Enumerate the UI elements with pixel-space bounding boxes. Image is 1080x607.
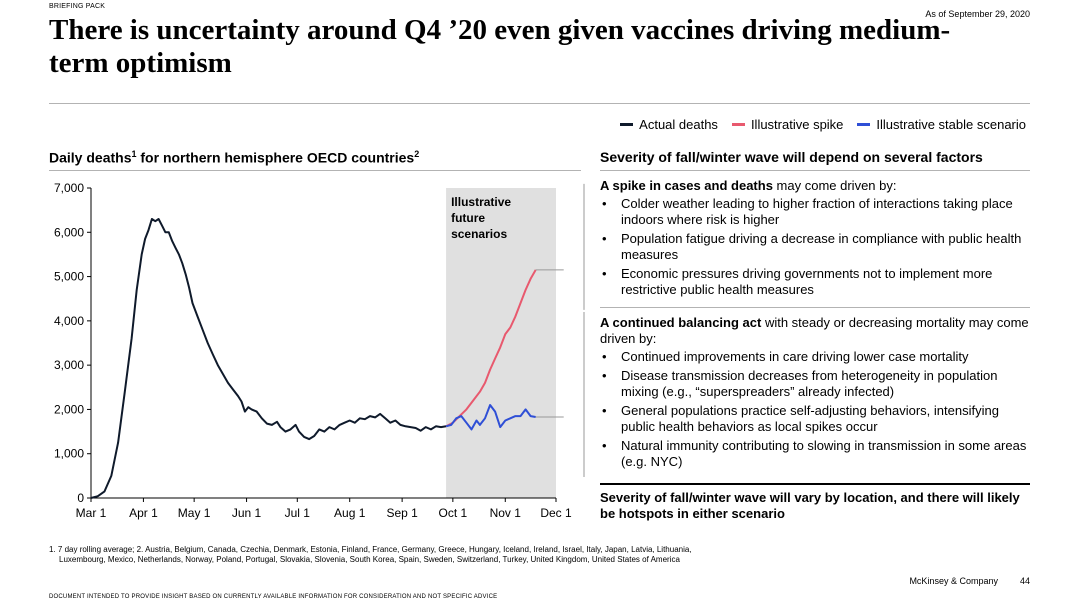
x-tick-label: Mar 1	[76, 506, 107, 520]
legend-swatch-spike	[732, 123, 745, 126]
y-tick-label: 0	[77, 491, 84, 505]
footer-brand: McKinsey & Company 44	[909, 576, 1030, 586]
panel-title: Severity of fall/winter wave will depend…	[600, 149, 983, 165]
y-tick-label: 3,000	[54, 358, 84, 372]
legend-label-actual: Actual deaths	[639, 117, 718, 132]
section-label: BRIEFING PACK	[49, 3, 105, 10]
shaded-region-label: scenarios	[451, 227, 507, 241]
chart-title-text: Daily deaths	[49, 150, 131, 166]
title-divider	[49, 103, 1030, 104]
balance-factors-section: A continued balancing act with steady or…	[600, 315, 1032, 473]
spike-lead: A spike in cases and deaths may come dri…	[600, 178, 1032, 194]
chart-title-underline	[49, 170, 581, 171]
panel-section-divider	[600, 307, 1030, 308]
conclusion-divider	[600, 483, 1030, 485]
conclusion-text: Severity of fall/winter wave will vary b…	[600, 490, 1032, 522]
legend-swatch-actual	[620, 123, 633, 126]
shaded-region-label: Illustrative	[451, 195, 511, 209]
deaths-line-chart: 0 1,000 2,000 3,000 4,000 5,000 6,000 7,000 Mar …	[40, 176, 590, 526]
disclaimer: DOCUMENT INTENDED TO PROVIDE INSIGHT BAS…	[49, 594, 497, 600]
chart-legend: Actual deaths Illustrative spike Illustr…	[620, 117, 1026, 132]
list-item: Colder weather leading to higher fractio…	[600, 196, 1032, 228]
legend-label-stable: Illustrative stable scenario	[876, 117, 1026, 132]
list-item: Natural immunity contributing to slowing…	[600, 438, 1032, 470]
series-line-actual	[91, 219, 446, 498]
list-item: General populations practice self-adjust…	[600, 403, 1032, 435]
x-tick-label: Jul 1	[285, 506, 311, 520]
footnote-line-2: Luxembourg, Mexico, Netherlands, Norway,…	[49, 555, 1009, 565]
legend-item-spike: Illustrative spike	[732, 117, 843, 132]
list-item: Economic pressures driving governments n…	[600, 266, 1032, 298]
y-tick-label: 6,000	[54, 225, 84, 239]
x-tick-label: May 1	[178, 506, 211, 520]
balance-factor-list: Continued improvements in care driving l…	[600, 349, 1032, 470]
y-tick-label: 7,000	[54, 181, 84, 195]
y-tick-label: 1,000	[54, 447, 84, 461]
shaded-region-label: future	[451, 211, 485, 225]
balance-lead: A continued balancing act with steady or…	[600, 315, 1032, 347]
list-item: Continued improvements in care driving l…	[600, 349, 1032, 365]
panel-title-underline	[600, 170, 1030, 171]
chart-title-footnote-2: 2	[414, 149, 419, 159]
y-tick-label: 4,000	[54, 314, 84, 328]
brand-name: McKinsey & Company	[909, 576, 998, 586]
page-number: 44	[1020, 576, 1030, 586]
footnote-line-1: 1. 7 day rolling average; 2. Austria, Be…	[49, 545, 1009, 555]
x-tick-label: Nov 1	[490, 506, 522, 520]
spike-lead-bold: A spike in cases and deaths	[600, 178, 773, 193]
balance-lead-bold: A continued balancing act	[600, 315, 761, 330]
chart-title-mid: for northern hemisphere OECD countries	[137, 150, 415, 166]
spike-factor-list: Colder weather leading to higher fractio…	[600, 196, 1032, 298]
y-tick-label: 5,000	[54, 270, 84, 284]
legend-item-actual: Actual deaths	[620, 117, 718, 132]
x-tick-label: Aug 1	[334, 506, 366, 520]
legend-item-stable: Illustrative stable scenario	[857, 117, 1026, 132]
footnote: 1. 7 day rolling average; 2. Austria, Be…	[49, 545, 1009, 565]
spike-factors-section: A spike in cases and deaths may come dri…	[600, 178, 1032, 301]
x-tick-label: Apr 1	[129, 506, 158, 520]
chart-title: Daily deaths1 for northern hemisphere OE…	[49, 149, 419, 166]
spike-lead-rest: may come driven by:	[773, 178, 897, 193]
list-item: Population fatigue driving a decrease in…	[600, 231, 1032, 263]
legend-swatch-stable	[857, 123, 870, 126]
y-tick-label: 2,000	[54, 402, 84, 416]
x-tick-label: Oct 1	[439, 506, 468, 520]
x-tick-label: Jun 1	[232, 506, 262, 520]
list-item: Disease transmission decreases from hete…	[600, 368, 1032, 400]
x-tick-label: Dec 1	[540, 506, 572, 520]
x-tick-label: Sep 1	[386, 506, 418, 520]
legend-label-spike: Illustrative spike	[751, 117, 843, 132]
page-title: There is uncertainty around Q4 ’20 even …	[49, 14, 1009, 80]
